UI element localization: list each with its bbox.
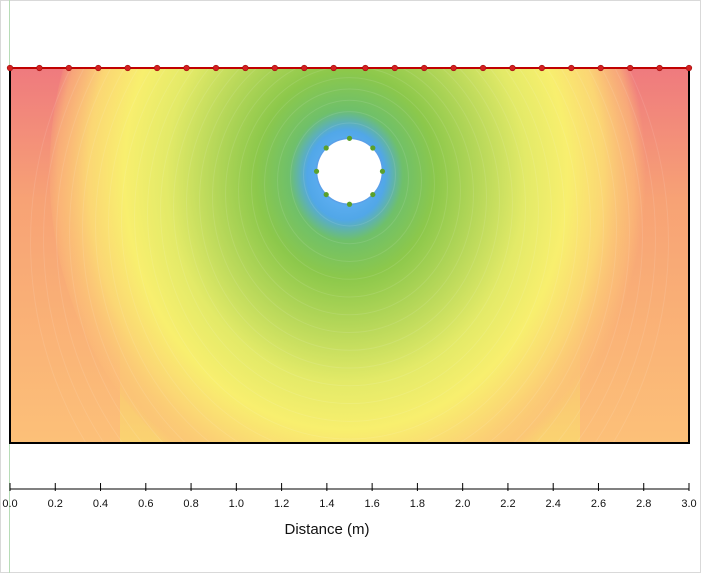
- contour-field: [10, 68, 689, 443]
- opening-node: [323, 191, 329, 198]
- surface-boundary-node: [301, 64, 308, 72]
- contour-line: [277, 99, 422, 262]
- surface-boundary-node: [450, 64, 457, 72]
- x-tick-label: 0.2: [48, 498, 63, 510]
- opening-node: [370, 191, 376, 198]
- surface-boundary-node: [479, 64, 487, 72]
- x-tick-label: 1.6: [364, 498, 379, 510]
- opening-node: [323, 145, 329, 151]
- x-tick-label: 2.6: [591, 498, 606, 510]
- contour-line: [173, 68, 526, 405]
- x-tick-label: 1.4: [319, 498, 334, 510]
- surface-boundary-node: [154, 64, 161, 72]
- surface-boundary-node: [124, 64, 131, 72]
- contour-line: [82, 68, 617, 443]
- x-tick-label: 1.8: [410, 498, 425, 510]
- opening-node: [379, 168, 386, 174]
- surface-boundary-node: [568, 64, 575, 72]
- x-tick-label: 0.6: [138, 498, 153, 510]
- contour-line: [121, 68, 578, 443]
- contour-line: [251, 77, 448, 298]
- x-tick-label: 2.4: [546, 498, 561, 510]
- contour-line: [95, 68, 604, 443]
- surface-boundary-node: [421, 64, 428, 72]
- surface-boundary-node: [212, 64, 220, 72]
- contour-line: [186, 68, 513, 387]
- surface-boundary-node: [538, 64, 545, 72]
- surface-boundary-node: [183, 64, 190, 72]
- surface-boundary-node: [362, 64, 369, 72]
- x-tick-label: 0.0: [2, 498, 17, 510]
- surface-boundary-node: [685, 64, 693, 72]
- contour-lines: [30, 68, 669, 443]
- x-tick-label: 2.2: [500, 498, 515, 510]
- contour-line: [303, 122, 396, 227]
- opening-node: [346, 135, 353, 141]
- opening-node: [313, 168, 320, 174]
- stress-bulb: [49, 68, 650, 443]
- contour-line: [225, 68, 474, 333]
- contour-line: [56, 68, 643, 443]
- contour-line: [147, 68, 552, 440]
- x-tick-label: 0.4: [93, 498, 108, 510]
- surface-boundary-node: [36, 64, 43, 72]
- surface-boundary-node: [509, 64, 516, 72]
- surface-boundary-nodes: [6, 64, 693, 72]
- contour-line: [212, 68, 487, 351]
- x-tick-label: 3.0: [681, 498, 696, 510]
- x-tick-label: 2.0: [455, 498, 470, 510]
- x-tick-label: 0.8: [183, 498, 198, 510]
- x-tick-label: 1.2: [274, 498, 289, 510]
- surface-boundary-node: [656, 64, 663, 72]
- surface-boundary-node: [391, 64, 398, 72]
- surface-boundary-node: [242, 64, 249, 72]
- x-tick-label: 1.0: [229, 498, 244, 510]
- surface-boundary-node: [627, 64, 634, 72]
- surface-boundary-node: [65, 64, 72, 72]
- x-axis: 0.0 0.2 0.4 0.6 0.8 1.0 1.2 1.4 1.6 1.8 2.0 2.2 2.4 2…: [2, 483, 697, 538]
- contour-line: [160, 68, 539, 422]
- x-tick-label: 2.8: [636, 498, 651, 510]
- contour-line: [290, 111, 409, 245]
- surface-boundary-node: [6, 64, 14, 72]
- opening-node: [370, 145, 376, 151]
- contour-line: [238, 68, 461, 316]
- contour-line: [199, 68, 500, 369]
- opening-nodes: [313, 135, 386, 207]
- surface-boundary-node: [330, 64, 337, 72]
- surface-boundary-node: [597, 64, 604, 72]
- contour-line: [30, 68, 669, 443]
- contour-line: [264, 88, 435, 280]
- opening-node: [346, 201, 353, 207]
- surface-boundary-node: [271, 64, 278, 72]
- contour-line: [69, 68, 630, 443]
- x-axis-label: Distance (m): [284, 521, 369, 538]
- contour-line: [43, 68, 656, 443]
- contour-line: [108, 68, 591, 443]
- surface-boundary-node: [95, 64, 102, 72]
- contour-line: [134, 68, 565, 443]
